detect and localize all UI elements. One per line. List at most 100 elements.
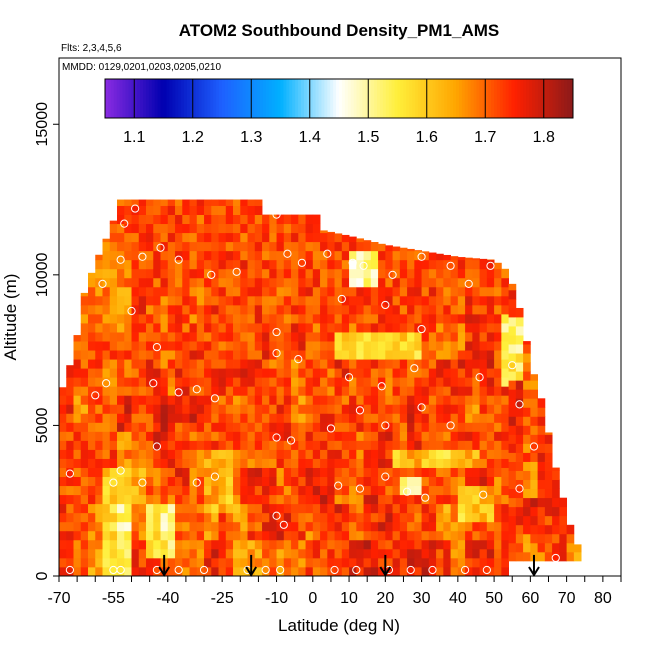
- heatmap-cell: [254, 404, 263, 414]
- heatmap-cell: [80, 413, 89, 423]
- heatmap-cell: [59, 422, 67, 432]
- heatmap-cell: [218, 341, 227, 351]
- heatmap-cell: [436, 458, 444, 468]
- heatmap-cell: [283, 530, 292, 541]
- heatmap-cell: [73, 404, 82, 414]
- heatmap-cell: [247, 241, 256, 252]
- heatmap-cell: [378, 295, 386, 306]
- colorbar-swatch: [283, 79, 287, 118]
- heatmap-cell: [356, 413, 364, 423]
- heatmap-cell: [211, 539, 219, 550]
- heatmap-cell: [523, 470, 531, 481]
- heatmap-cell: [385, 286, 393, 297]
- heatmap-cell: [262, 223, 270, 234]
- heatmap-cell: [102, 512, 111, 523]
- heatmap-cell: [88, 332, 96, 342]
- heatmap-cell: [225, 521, 234, 532]
- heatmap-cell: [66, 431, 74, 441]
- heatmap-cell: [124, 259, 132, 270]
- heatmap-cell: [262, 241, 270, 252]
- colorbar-swatch: [537, 79, 542, 118]
- heatmap-cell: [537, 425, 546, 435]
- heatmap-cell: [465, 350, 473, 360]
- heatmap-cell: [298, 566, 306, 576]
- heatmap-cell: [392, 323, 401, 333]
- heatmap-cell: [465, 386, 473, 396]
- colorbar-tick-label: 1.7: [474, 129, 496, 146]
- heatmap-cell: [225, 332, 234, 342]
- heatmap-cell: [153, 386, 161, 396]
- heatmap-cell: [552, 542, 560, 553]
- heatmap-cell: [363, 313, 372, 324]
- heatmap-cell: [494, 548, 502, 559]
- heatmap-cell: [479, 467, 488, 478]
- heatmap-cell: [472, 258, 480, 261]
- heatmap-cell: [378, 368, 386, 378]
- heatmap-cell: [276, 250, 285, 261]
- observation-point: [286, 436, 296, 445]
- heatmap-cell: [117, 467, 125, 478]
- heatmap-cell: [233, 295, 241, 306]
- heatmap-cell: [407, 350, 415, 360]
- heatmap-cell: [363, 449, 372, 459]
- heatmap-cell: [349, 368, 357, 378]
- observation-point: [102, 379, 111, 388]
- heatmap-cell: [465, 449, 473, 459]
- heatmap-cell: [370, 449, 379, 459]
- heatmap-cell: [385, 530, 393, 541]
- heatmap-cell: [262, 521, 270, 532]
- heatmap-cell: [327, 304, 335, 315]
- heatmap-cell: [182, 566, 190, 576]
- heatmap-cell: [109, 304, 118, 315]
- heatmap-cell: [254, 268, 263, 279]
- heatmap-cell: [131, 494, 140, 505]
- heatmap-cell: [240, 431, 248, 441]
- heatmap-cell: [247, 286, 256, 297]
- heatmap-cell: [109, 530, 118, 541]
- heatmap-cell: [363, 485, 372, 496]
- heatmap-cell: [211, 566, 219, 576]
- heatmap-cell: [269, 404, 277, 414]
- heatmap-cell: [523, 434, 531, 444]
- heatmap-cell: [414, 512, 422, 523]
- heatmap-cell: [341, 548, 350, 559]
- colorbar-swatch: [192, 79, 197, 118]
- heatmap-cell: [530, 515, 538, 526]
- heatmap-cell: [102, 295, 111, 306]
- heatmap-cell: [233, 449, 241, 459]
- heatmap-cell: [494, 449, 502, 459]
- heatmap-cell: [501, 341, 509, 351]
- heatmap-cell: [298, 539, 306, 550]
- colorbar-swatch: [119, 79, 124, 118]
- heatmap-cell: [305, 485, 314, 496]
- heatmap-cell: [407, 413, 415, 423]
- heatmap-cell: [508, 307, 517, 318]
- heatmap-cell: [131, 458, 140, 468]
- heatmap-cell: [131, 341, 140, 351]
- heatmap-cell: [66, 365, 74, 369]
- heatmap-cell: [305, 232, 314, 243]
- heatmap-cell: [204, 467, 212, 478]
- heatmap-cell: [472, 332, 480, 342]
- heatmap-cell: [305, 440, 314, 450]
- heatmap-cell: [436, 503, 444, 514]
- heatmap-cell: [334, 548, 343, 559]
- heatmap-cell: [392, 458, 401, 468]
- heatmap-cell: [59, 539, 67, 550]
- heatmap-cell: [407, 341, 415, 351]
- heatmap-cell: [378, 332, 386, 342]
- colorbar-swatch: [382, 79, 387, 118]
- heatmap-cell: [138, 458, 147, 468]
- heatmap-cell: [254, 548, 263, 559]
- heatmap-cell: [356, 440, 364, 450]
- colorbar-swatch: [496, 79, 501, 118]
- heatmap-cell: [254, 395, 263, 405]
- heatmap-cell: [189, 295, 198, 306]
- heatmap-cell: [175, 368, 183, 378]
- heatmap-cell: [196, 332, 205, 342]
- heatmap-cell: [269, 286, 277, 297]
- heatmap-cell: [262, 566, 270, 576]
- heatmap-cell: [334, 368, 343, 378]
- heatmap-cell: [160, 467, 169, 478]
- heatmap-cell: [465, 566, 473, 576]
